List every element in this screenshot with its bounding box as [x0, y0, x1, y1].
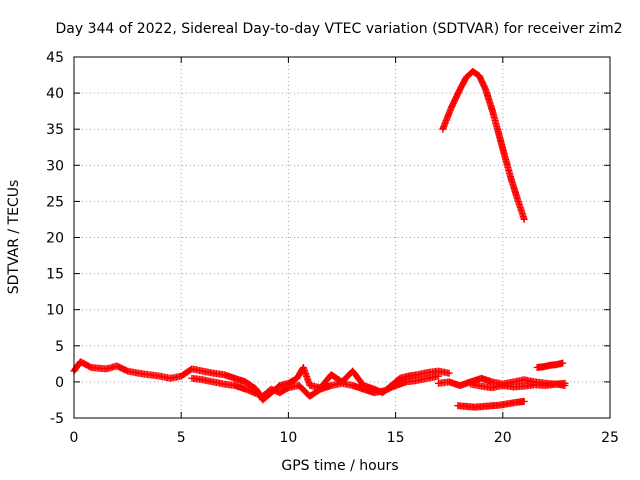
tick-labels: 0 5 10 15 20 25 -5 0 5 10 15 20 25 30 35 40 45: [46, 50, 619, 446]
series-markers: [467, 379, 569, 392]
y-tick-label: 40: [46, 86, 64, 102]
chart-title: Day 344 of 2022, Sidereal Day-to-day VTE…: [56, 21, 623, 37]
x-axis-label: GPS time / hours: [281, 458, 398, 474]
series-band-secondary: [188, 372, 442, 400]
x-tick-label: 15: [387, 430, 405, 446]
y-tick-label: 45: [46, 50, 64, 66]
axis-ticks: [73, 56, 611, 419]
y-tick-label: 5: [55, 339, 64, 355]
y-axis-label: SDTVAR / TECUs: [6, 180, 22, 295]
x-tick-label: 0: [70, 430, 79, 446]
series-markers: [533, 359, 567, 371]
y-tick-label: 10: [46, 303, 64, 319]
series-band-bottom: [454, 397, 528, 411]
y-tick-label: 15: [46, 267, 64, 283]
y-tick-label: 35: [46, 122, 64, 138]
x-tick-label: 10: [279, 430, 297, 446]
y-tick-label: 0: [55, 375, 64, 391]
x-tick-label: 25: [601, 430, 619, 446]
series-arc-upper: [439, 67, 528, 223]
series-markers: [439, 67, 528, 223]
series-band-late-lower: [467, 379, 569, 392]
x-tick-label: 20: [494, 430, 512, 446]
series-segment-right: [533, 359, 567, 371]
y-tick-label: 30: [46, 158, 64, 174]
y-tick-label: 25: [46, 194, 64, 210]
series-markers: [454, 397, 528, 411]
series-markers: [188, 372, 442, 400]
x-tick-label: 5: [177, 430, 186, 446]
y-tick-label: -5: [50, 411, 64, 427]
y-tick-label: 20: [46, 231, 64, 247]
